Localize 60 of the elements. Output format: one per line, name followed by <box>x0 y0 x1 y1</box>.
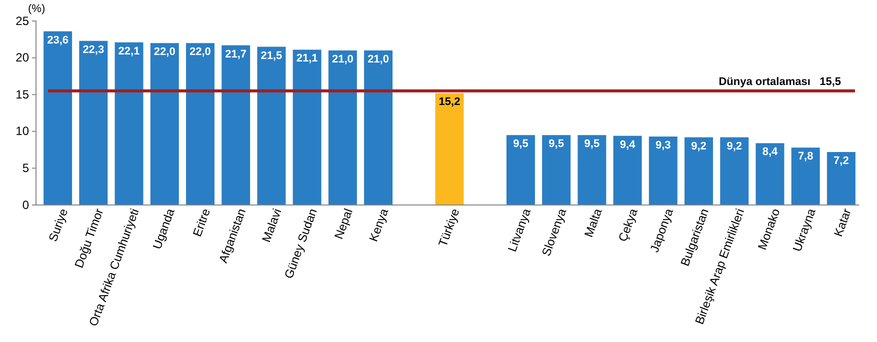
x-tick-label: Malavi <box>259 206 284 244</box>
data-label: 8,4 <box>762 146 779 158</box>
bar <box>364 50 393 205</box>
bar <box>150 43 179 205</box>
x-tick-label: Malta <box>582 206 605 240</box>
bar <box>542 135 571 205</box>
y-tick-label: 20 <box>16 50 30 65</box>
data-label: 22,3 <box>82 44 104 56</box>
bar <box>826 152 856 205</box>
data-label: 22,0 <box>154 46 176 58</box>
y-tick-label: 25 <box>16 14 30 28</box>
bar <box>257 46 286 205</box>
bar <box>79 40 108 205</box>
data-label: 9,3 <box>656 140 671 152</box>
data-label: 9,5 <box>548 138 564 150</box>
x-tick-label: Doğu Timor <box>72 206 106 270</box>
data-label: 21,0 <box>368 53 389 66</box>
y-tick-label: 15 <box>16 87 30 102</box>
x-tick-label: Eritre <box>190 206 214 238</box>
y-axis-title: (%) <box>28 3 46 15</box>
data-label: 7,8 <box>798 150 814 163</box>
y-tick-label: 10 <box>16 124 30 138</box>
x-tick-label: Suriye <box>46 206 71 244</box>
data-label: 15,2 <box>438 96 460 108</box>
data-label: 23,6 <box>47 34 69 46</box>
bar <box>292 50 322 205</box>
ref-line-label: Dünya ortalaması 15,5 <box>718 76 841 88</box>
data-label: 21,1 <box>296 52 318 65</box>
data-label: 9,5 <box>513 138 528 150</box>
bar <box>44 31 72 205</box>
bar <box>613 136 642 205</box>
y-tick-label: 0 <box>22 198 30 212</box>
bar <box>328 50 357 205</box>
data-label: 22,1 <box>118 45 140 58</box>
data-label: 9,4 <box>620 138 636 151</box>
data-label: 21,7 <box>225 48 247 60</box>
bar <box>506 135 535 205</box>
bar <box>435 93 464 205</box>
y-tick-label: 5 <box>22 161 30 176</box>
x-tick-label: Güney Sudan <box>282 206 320 280</box>
bar <box>578 135 606 205</box>
data-label: 21,0 <box>332 53 354 66</box>
data-label: 7,2 <box>834 155 849 168</box>
x-tick-label: Katar <box>830 206 854 238</box>
bar <box>791 148 820 205</box>
data-label: 9,2 <box>726 140 742 152</box>
bar <box>648 136 678 205</box>
bar <box>720 137 749 205</box>
x-tick-label: Nepal <box>332 206 356 241</box>
x-tick-label: Çekya <box>616 206 640 244</box>
data-label: 21,5 <box>260 50 282 62</box>
bar <box>114 42 144 205</box>
bar <box>186 43 214 205</box>
x-tick-label: Kenya <box>366 206 392 244</box>
data-label: 22,0 <box>190 46 211 58</box>
bar <box>222 45 250 205</box>
data-label: 9,5 <box>584 138 600 150</box>
data-label: 9,2 <box>691 140 706 152</box>
bar <box>684 137 714 205</box>
bar <box>756 143 784 205</box>
